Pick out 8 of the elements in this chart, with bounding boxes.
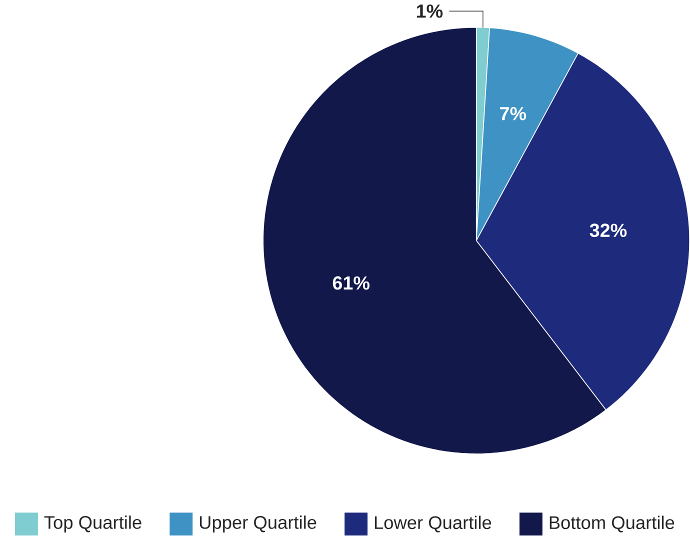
data-label: 1% bbox=[416, 4, 443, 18]
legend-label: Upper Quartile bbox=[200, 516, 316, 533]
data-label: 7% bbox=[500, 107, 526, 120]
legend-label: Bottom Quartile bbox=[550, 516, 674, 533]
data-label: 32% bbox=[590, 224, 627, 238]
data-label: 61% bbox=[332, 276, 370, 290]
legend-label: Lower Quartile bbox=[374, 516, 492, 533]
legend-label: Top Quartile bbox=[44, 516, 142, 533]
